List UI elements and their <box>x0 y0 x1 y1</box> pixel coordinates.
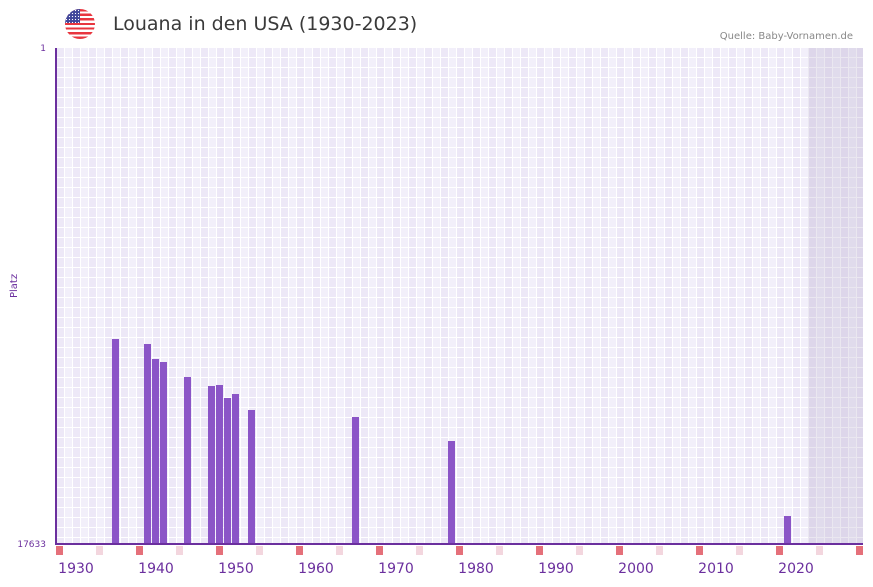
chart-title: Louana in den USA (1930-2023) <box>113 13 418 35</box>
bar-1947 <box>208 385 215 543</box>
year-marker <box>96 546 103 555</box>
year-marker-row <box>55 546 863 555</box>
year-marker <box>56 546 63 555</box>
year-marker <box>496 546 503 555</box>
plot-area <box>55 48 863 545</box>
y-top-label: 1 <box>40 44 46 54</box>
year-marker <box>536 546 543 555</box>
year-marker <box>456 546 463 555</box>
bar-1939 <box>144 343 151 543</box>
year-marker <box>256 546 263 555</box>
x-tick-label: 1980 <box>458 561 494 577</box>
bar-1965 <box>352 416 359 543</box>
grid <box>57 48 863 543</box>
x-tick-label: 1940 <box>138 561 174 577</box>
future-shaded-region <box>808 48 863 543</box>
year-marker <box>216 546 223 555</box>
bar-1949 <box>224 397 231 543</box>
year-marker <box>816 546 823 555</box>
bar-2019 <box>784 516 791 543</box>
year-marker <box>576 546 583 555</box>
bar-1977 <box>448 441 455 543</box>
us-flag-icon <box>65 9 95 39</box>
year-marker <box>856 546 863 555</box>
x-tick-label: 2010 <box>698 561 734 577</box>
bar-1940 <box>152 358 159 543</box>
year-marker <box>776 546 783 555</box>
x-tick-label: 1990 <box>538 561 574 577</box>
bar-1952 <box>248 409 255 543</box>
y-axis-title: Platz <box>9 273 20 298</box>
x-tick-label: 1930 <box>58 561 94 577</box>
x-tick-label: 1960 <box>298 561 334 577</box>
year-marker <box>736 546 743 555</box>
year-marker <box>616 546 623 555</box>
bar-1944 <box>184 376 191 543</box>
x-tick-label: 2000 <box>618 561 654 577</box>
year-marker <box>336 546 343 555</box>
bar-1950 <box>232 393 239 543</box>
year-marker <box>696 546 703 555</box>
year-marker <box>296 546 303 555</box>
year-marker <box>376 546 383 555</box>
year-marker <box>656 546 663 555</box>
year-marker <box>416 546 423 555</box>
source-label: Quelle: Baby-Vornamen.de <box>719 31 853 42</box>
bar-1941 <box>160 361 167 543</box>
x-tick-label: 1970 <box>378 561 414 577</box>
bar-1935 <box>112 338 119 543</box>
x-tick-label: 2020 <box>778 561 814 577</box>
year-marker <box>176 546 183 555</box>
x-tick-label: 1950 <box>218 561 254 577</box>
year-marker <box>136 546 143 555</box>
y-bottom-label: 17633 <box>17 540 46 550</box>
bar-1948 <box>216 384 223 543</box>
